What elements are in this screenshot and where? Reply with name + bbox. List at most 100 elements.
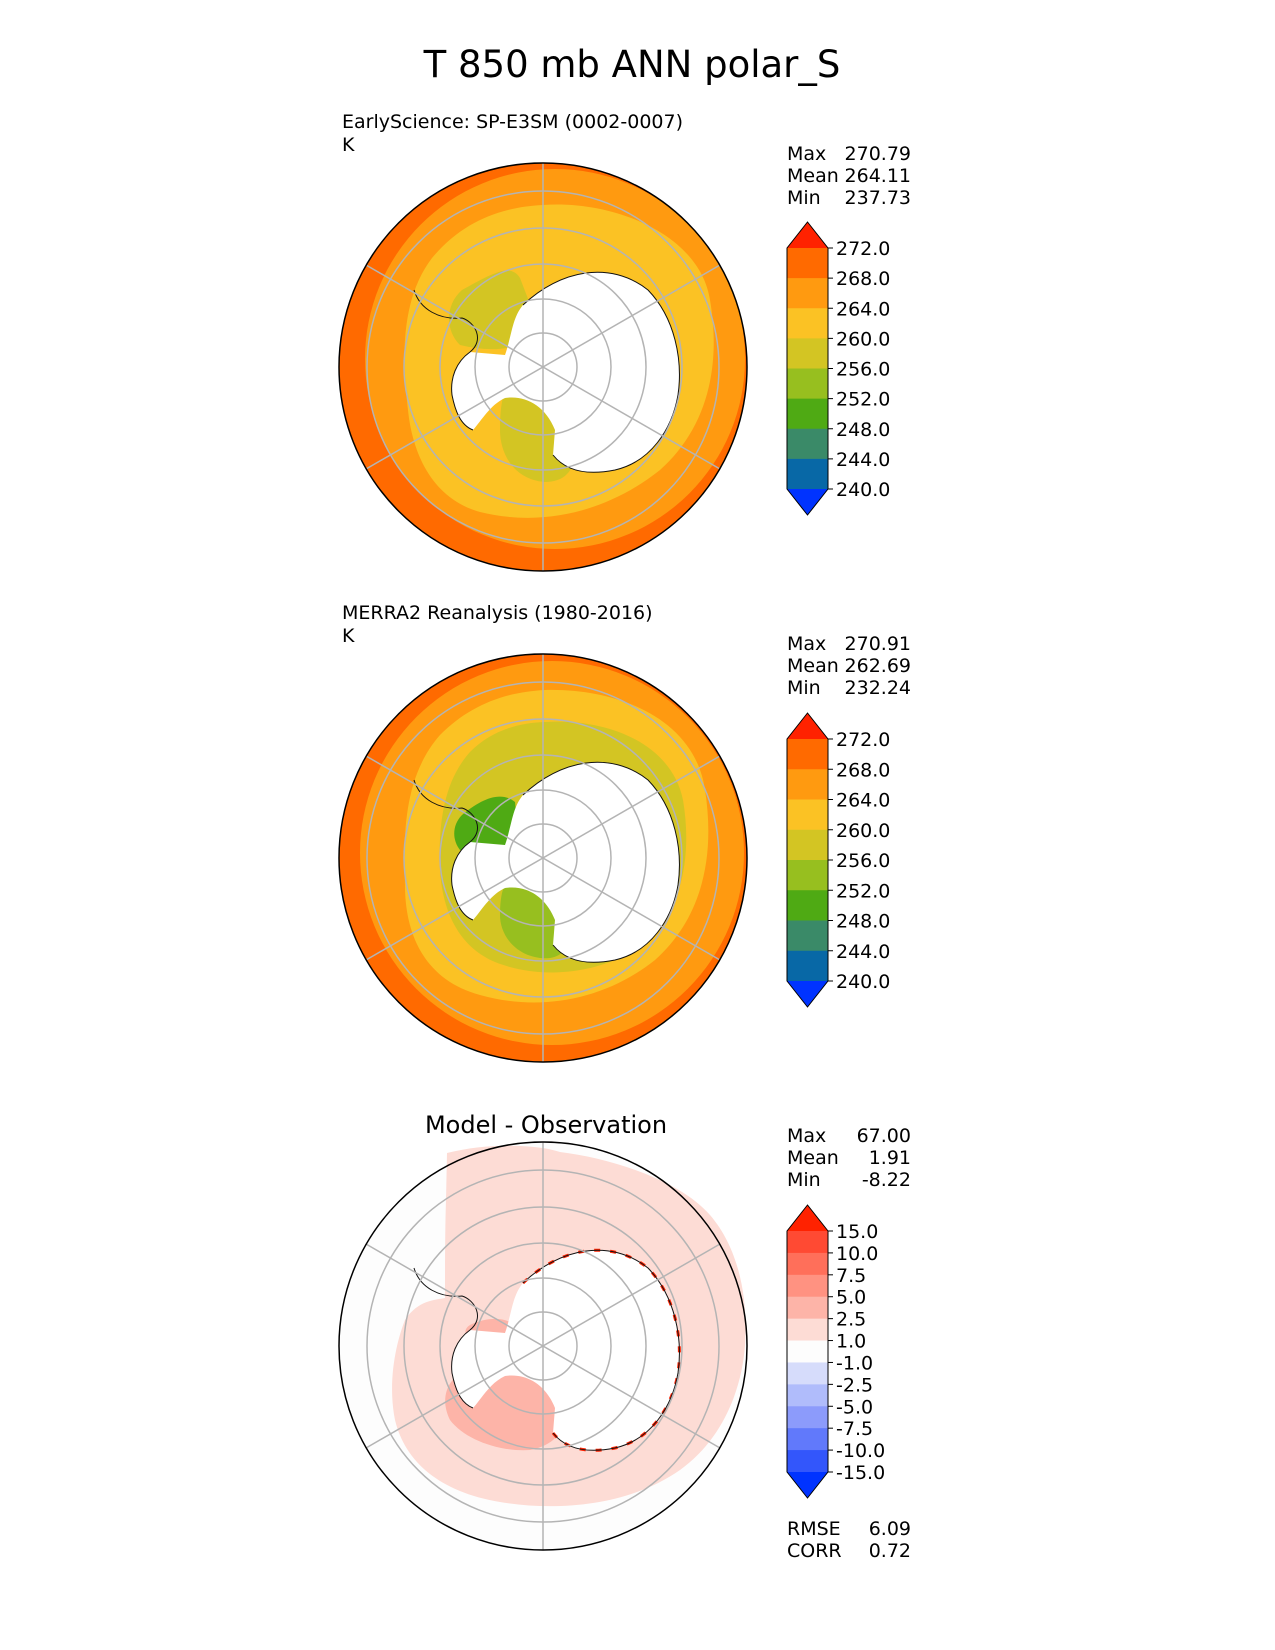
colorbar-segment bbox=[787, 368, 828, 400]
colorbar-segment bbox=[787, 1318, 828, 1342]
colorbar-segment bbox=[787, 769, 828, 800]
colorbar-segment bbox=[787, 458, 828, 490]
colorbar-segment bbox=[787, 1231, 828, 1254]
stat-max-label: Max bbox=[787, 1125, 826, 1147]
graticule-p2 bbox=[365, 654, 721, 1062]
map-border-p2 bbox=[338, 653, 748, 1063]
colorbar-p2: 272.0 268.0 264.0 260.0 256.0 252.0 248.0 244.0… bbox=[786, 712, 890, 1008]
colorbar-p3: 15.010.07.55.02.51.0-1.0-2.5-5.0-7.5-10.… bbox=[786, 1204, 885, 1499]
colorbar-tick-label: -1.0 bbox=[836, 1352, 873, 1374]
stat-mean-label: Mean bbox=[787, 165, 839, 187]
colorbar-tick-label: 264.0 bbox=[836, 298, 890, 320]
rmse-label: RMSE bbox=[787, 1518, 841, 1540]
colorbar-tick-label: 15.0 bbox=[836, 1221, 878, 1243]
colorbar-tick-label: -15.0 bbox=[836, 1462, 885, 1484]
stat-mean-value: 1.91 bbox=[869, 1147, 911, 1169]
colorbar-tick-label: 252.0 bbox=[836, 389, 890, 411]
colorbar-tick-label: 5.0 bbox=[836, 1287, 866, 1309]
colorbar-tick-label: 1.0 bbox=[836, 1331, 866, 1353]
stat-mean-label: Mean bbox=[787, 655, 839, 677]
stat-max-label: Max bbox=[787, 633, 826, 655]
colorbar-segment bbox=[787, 799, 828, 831]
coastline-p2 bbox=[413, 761, 680, 963]
colorbar-segment bbox=[787, 248, 828, 279]
colorbar-extend-bottom bbox=[787, 1472, 828, 1498]
panel-diff-map bbox=[339, 1142, 747, 1550]
stat-max-label: Max bbox=[787, 143, 826, 165]
stat-max-value: 67.00 bbox=[857, 1125, 911, 1147]
colorbar-tick-label: 248.0 bbox=[836, 911, 890, 933]
stats-p2: Max 270.91 Mean 262.69 Min 232.24 bbox=[787, 633, 911, 699]
coastline-p1 bbox=[413, 271, 680, 473]
colorbar-segment bbox=[787, 278, 828, 309]
colorbar-tick-label: 248.0 bbox=[836, 419, 890, 441]
figure-title: T 850 mb ANN polar_S bbox=[423, 43, 841, 86]
panel-obs-title: MERRA2 Reanalysis (1980-2016) bbox=[342, 602, 653, 624]
colorbar-tick-label: -7.5 bbox=[836, 1418, 873, 1440]
graticule-p1 bbox=[365, 163, 721, 571]
colorbar-segment bbox=[787, 428, 828, 460]
colorbar-segment bbox=[787, 860, 828, 891]
colorbar-segment bbox=[787, 1428, 828, 1451]
colorbar-p1: 272.0 268.0 264.0 260.0 256.0 252.0 248.0 244.0… bbox=[786, 221, 890, 516]
stats-p1: Max 270.79 Mean 264.11 Min 237.73 bbox=[787, 143, 911, 209]
colorbar-segment bbox=[787, 1296, 828, 1320]
colorbar-segment bbox=[787, 950, 828, 982]
colorbar-tick-label: 2.5 bbox=[836, 1309, 866, 1331]
colorbar-segment bbox=[787, 1340, 828, 1363]
map-border-p1 bbox=[338, 162, 748, 572]
colorbar-extend-top bbox=[787, 222, 828, 248]
colorbar-segment bbox=[787, 920, 828, 952]
corr-value: 0.72 bbox=[869, 1540, 911, 1562]
panel-model-title: EarlySciencе: SP-E3SM (0002-0007) bbox=[342, 111, 683, 133]
colorbar-tick-label: -10.0 bbox=[836, 1440, 885, 1462]
colorbar-tick-label: -5.0 bbox=[836, 1396, 873, 1418]
colorbar-extend-top bbox=[787, 713, 828, 739]
panel-obs-map bbox=[339, 654, 747, 1062]
colorbar-segment bbox=[787, 338, 828, 369]
colorbar-segment bbox=[787, 1274, 828, 1298]
colorbar-extend-top bbox=[787, 1205, 828, 1231]
colorbar-segment bbox=[787, 1252, 828, 1276]
colorbar-tick-label: 240.0 bbox=[836, 479, 890, 501]
panel-diff-title: Model - Observation bbox=[425, 1111, 667, 1139]
colorbar-tick-label: 268.0 bbox=[836, 759, 890, 781]
stat-mean-value: 264.11 bbox=[845, 165, 911, 187]
stat-min-label: Min bbox=[787, 1169, 821, 1191]
stat-max-value: 270.79 bbox=[845, 143, 911, 165]
panel-obs-units: K bbox=[342, 625, 355, 647]
colorbar-tick-label: 260.0 bbox=[836, 328, 890, 350]
colorbar-tick-label: 272.0 bbox=[836, 729, 890, 751]
stat-mean-label: Mean bbox=[787, 1147, 839, 1169]
colorbar-segment bbox=[787, 1362, 828, 1385]
colorbar-tick-label: -2.5 bbox=[836, 1374, 873, 1396]
stat-max-value: 270.91 bbox=[845, 633, 911, 655]
panel-diff: Model - Observation Max 67.00 Mean 1. bbox=[338, 1111, 911, 1562]
continent-p1 bbox=[451, 272, 680, 473]
colorbar-tick-label: 264.0 bbox=[836, 790, 890, 812]
colorbar-segment bbox=[787, 1406, 828, 1429]
colorbar-extend-bottom bbox=[787, 489, 828, 515]
corr-label: CORR bbox=[787, 1540, 842, 1562]
metrics-p3: RMSE 6.09 CORR 0.72 bbox=[787, 1518, 911, 1562]
colorbar-tick-label: 256.0 bbox=[836, 850, 890, 872]
colorbar-tick-label: 244.0 bbox=[836, 449, 890, 471]
stats-p3: Max 67.00 Mean 1.91 Min -8.22 bbox=[787, 1125, 911, 1191]
colorbar-tick-label: 272.0 bbox=[836, 238, 890, 260]
stat-min-label: Min bbox=[787, 187, 821, 209]
panel-model: EarlySciencе: SP-E3SM (0002-0007) K Max … bbox=[338, 111, 911, 572]
stat-min-value: 237.73 bbox=[845, 187, 911, 209]
colorbar-tick-label: 10.0 bbox=[836, 1243, 878, 1265]
colorbar-tick-label: 256.0 bbox=[836, 359, 890, 381]
stat-min-label: Min bbox=[787, 677, 821, 699]
colorbar-tick-label: 244.0 bbox=[836, 941, 890, 963]
map-border-p3 bbox=[338, 1141, 748, 1551]
colorbar-segment bbox=[787, 890, 828, 921]
stat-min-value: 232.24 bbox=[845, 677, 911, 699]
stat-mean-value: 262.69 bbox=[845, 655, 911, 677]
panel-model-units: K bbox=[342, 134, 355, 156]
colorbar-tick-label: 240.0 bbox=[836, 971, 890, 993]
colorbar-segment bbox=[787, 829, 828, 861]
panel-model-map bbox=[339, 163, 747, 571]
